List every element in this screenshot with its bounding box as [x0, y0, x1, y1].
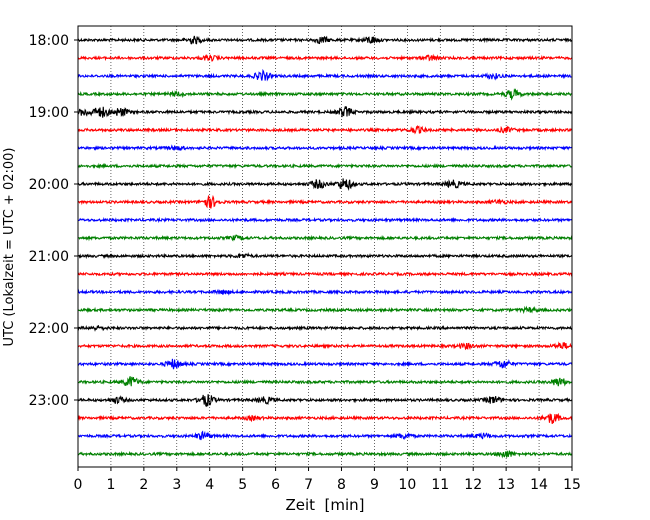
seismogram-trace: [77, 324, 573, 332]
seismogram-trace: [77, 412, 573, 424]
y-tick-label: 23:00: [29, 393, 69, 409]
x-tick-label: 15: [563, 477, 581, 493]
seismogram-trace: [77, 194, 573, 209]
y-tick-label: 18:00: [29, 33, 69, 49]
seismogram-trace: [77, 88, 573, 101]
x-tick-label: 13: [497, 477, 515, 493]
plot-frame: [77, 25, 573, 468]
seismogram-trace: [77, 124, 573, 135]
x-tick-label: 7: [304, 477, 313, 493]
y-axis-ticks: 18:00 19:00 20:00 21:00 22:00 23:00: [29, 33, 78, 409]
seismogram-traces: [77, 35, 573, 459]
y-axis-title: UTC (Lokalzeit = UTC + 02:00): [2, 148, 17, 347]
seismogram-trace: [77, 376, 573, 387]
x-tick-label: 10: [398, 477, 416, 493]
x-tick-label: 0: [74, 477, 83, 493]
seismogram-trace: [77, 216, 573, 224]
seismogram-trace: [77, 252, 573, 260]
x-tick-label: 1: [106, 477, 115, 493]
seismogram-trace: [77, 68, 573, 82]
x-tick-label: 2: [139, 477, 148, 493]
seismogram-trace: [77, 178, 573, 191]
seismogram-trace: [77, 288, 573, 296]
x-tick-label: 12: [464, 477, 482, 493]
x-tick-label: 4: [205, 477, 214, 493]
seismogram-trace: [77, 450, 573, 459]
x-tick-label: 9: [370, 477, 379, 493]
seismogram-trace: [77, 234, 573, 242]
seismogram-trace: [77, 305, 573, 315]
x-tick-label: 8: [337, 477, 346, 493]
x-tick-label: 11: [431, 477, 449, 493]
seismogram-trace: [77, 270, 573, 278]
y-tick-label: 21:00: [29, 249, 69, 265]
x-tick-label: 5: [238, 477, 247, 493]
seismogram-trace: [77, 35, 573, 45]
seismogram-trace: [77, 162, 573, 170]
y-tick-label: 19:00: [29, 105, 69, 121]
y-tick-label: 20:00: [29, 177, 69, 193]
seismogram-trace: [77, 341, 573, 351]
y-tick-label: 22:00: [29, 321, 69, 337]
x-axis-ticks: 0 1 2 3 4 5 6 7 8 9 10 11 12 13 14 15: [74, 467, 581, 493]
seismogram-trace: [77, 53, 573, 62]
x-tick-label: 6: [271, 477, 280, 493]
x-axis-title: Zeit [min]: [285, 496, 364, 514]
seismogram-trace: [77, 106, 573, 118]
seismogram-trace: [77, 430, 573, 441]
x-tick-label: 14: [530, 477, 548, 493]
seismogram-trace: [77, 358, 573, 370]
seismogram-trace: [77, 144, 573, 152]
seismogram-trace: [77, 394, 573, 408]
x-tick-label: 3: [172, 477, 181, 493]
